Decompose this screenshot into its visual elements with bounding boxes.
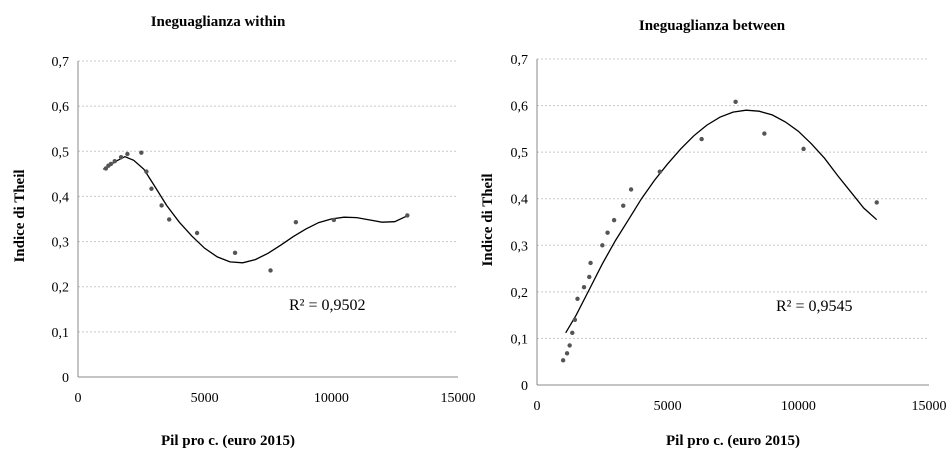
x-tick-label: 0 (534, 399, 541, 414)
trendline (102, 155, 408, 264)
data-points (560, 99, 879, 363)
x-tick-label: 5000 (654, 399, 682, 414)
x-axis-title: Pil pro c. (euro 2015) (666, 433, 800, 449)
y-tick-label: 0,6 (511, 100, 529, 115)
data-point (149, 186, 154, 191)
data-point (564, 351, 570, 356)
data-point (611, 217, 617, 223)
y-tick-label: 0,1 (52, 326, 70, 341)
chart-between: Ineguaglianza between 0 0,1 0,2 0,3 0,4 0,5 0,… (480, 18, 947, 449)
data-point (699, 136, 704, 142)
data-point (560, 358, 566, 363)
chart-within: Ineguaglianza within 0 0,1 0,2 0,3 0,4 0,5 0,6… (12, 14, 476, 449)
x-tick-label: 10000 (781, 399, 816, 414)
data-point (605, 230, 610, 235)
y-tick-label: 0,5 (511, 146, 529, 161)
y-tick-label: 0 (521, 379, 528, 394)
y-tick-labels: 0 0,1 0,2 0,3 0,4 0,5 0,6 0,7 (52, 55, 70, 386)
x-tick-label: 15000 (441, 391, 476, 406)
y-axis-title: Indice di Theil (480, 173, 496, 266)
data-point (572, 317, 578, 322)
data-point (657, 169, 663, 174)
y-tick-label: 0,1 (511, 332, 529, 347)
data-point (268, 268, 273, 273)
data-point (232, 250, 238, 256)
x-axis-title: Pil pro c. (euro 2015) (161, 433, 295, 449)
data-point (125, 151, 130, 157)
trendline-path (102, 155, 408, 264)
x-tick-label: 10000 (314, 391, 349, 406)
trendline-path (565, 109, 878, 334)
y-tick-label: 0 (62, 371, 69, 386)
axes (77, 61, 458, 378)
data-point (588, 260, 593, 266)
y-tick-labels: 0 0,1 0,2 0,3 0,4 0,5 0,6 0,7 (511, 53, 529, 394)
data-point (194, 230, 200, 236)
data-point (628, 187, 634, 192)
r-squared-annotation: R² = 0,9545 (776, 298, 853, 315)
y-tick-label: 0,4 (52, 190, 70, 205)
data-point (874, 200, 879, 205)
x-tick-label: 5000 (191, 391, 219, 406)
data-point (108, 161, 114, 167)
y-tick-label: 0,3 (511, 239, 529, 254)
gridlines (537, 58, 929, 339)
x-tick-labels: 0 5000 10000 15000 (534, 399, 947, 414)
axes (536, 59, 929, 386)
data-point (112, 159, 117, 164)
data-point (581, 285, 587, 290)
data-point (733, 99, 738, 105)
x-tick-label: 15000 (912, 399, 947, 414)
gridlines (78, 60, 458, 333)
y-tick-label: 0,2 (511, 286, 529, 301)
chart-title: Ineguaglianza within (151, 14, 286, 30)
r-squared-annotation: R² = 0,9502 (289, 297, 366, 314)
y-tick-label: 0,6 (52, 100, 70, 115)
data-point (159, 203, 164, 208)
y-axis-title: Indice di Theil (12, 169, 28, 262)
data-point (762, 131, 767, 136)
data-point (331, 217, 337, 223)
data-point (600, 243, 605, 248)
data-point (293, 219, 299, 225)
data-point (167, 217, 172, 222)
data-point (139, 150, 144, 155)
y-tick-label: 0,2 (52, 281, 70, 296)
y-tick-label: 0,3 (52, 236, 70, 251)
y-tick-label: 0,4 (511, 193, 529, 208)
x-tick-labels: 0 5000 10000 15000 (75, 391, 476, 406)
data-point (621, 203, 626, 208)
data-point (801, 146, 806, 152)
data-point (405, 213, 410, 218)
x-tick-label: 0 (75, 391, 82, 406)
y-tick-label: 0,7 (511, 53, 529, 68)
data-points (103, 150, 410, 273)
data-point (144, 169, 149, 174)
data-point (575, 296, 580, 302)
data-point (570, 330, 575, 336)
y-tick-label: 0,7 (52, 55, 70, 70)
data-point (567, 343, 572, 348)
y-tick-label: 0,5 (52, 145, 70, 160)
chart-title: Ineguaglianza between (639, 18, 786, 34)
data-point (118, 154, 124, 160)
data-point (587, 274, 592, 280)
trendline (565, 109, 878, 334)
